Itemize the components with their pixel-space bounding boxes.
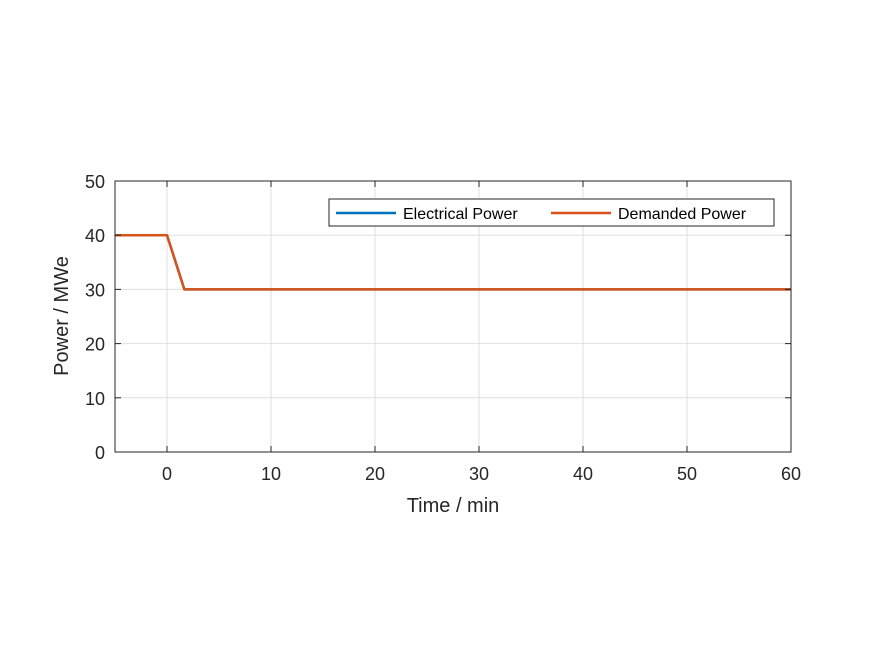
y-tick-label: 40 — [85, 226, 105, 246]
x-axis-label: Time / min — [407, 495, 500, 517]
x-tick-label: 20 — [365, 464, 385, 484]
legend-label-electrical-power: Electrical Power — [403, 206, 518, 223]
y-axis-label: Power / MWe — [51, 256, 73, 376]
x-tick-label: 40 — [573, 464, 593, 484]
x-tick-label: 30 — [469, 464, 489, 484]
x-tick-label: 0 — [162, 464, 172, 484]
y-tick-label: 10 — [85, 389, 105, 409]
x-tick-label: 60 — [781, 464, 801, 484]
y-tick-label: 50 — [85, 172, 105, 192]
y-tick-label: 20 — [85, 335, 105, 355]
tick-labels: 0 10 20 30 40 50 60 0 10 20 30 40 50 — [85, 172, 801, 484]
legend-label-demanded-power: Demanded Power — [618, 206, 747, 223]
axis-ticks — [115, 180, 792, 453]
legend: Electrical Power Demanded Power — [328, 198, 775, 227]
plot-frame — [114, 180, 792, 453]
legend-box — [328, 198, 775, 227]
x-tick-label: 10 — [261, 464, 281, 484]
y-tick-label: 0 — [95, 443, 105, 463]
y-tick-label: 30 — [85, 280, 105, 300]
series-lines — [115, 233, 791, 291]
series-line-demanded-power — [115, 233, 791, 291]
x-tick-label: 50 — [677, 464, 697, 484]
